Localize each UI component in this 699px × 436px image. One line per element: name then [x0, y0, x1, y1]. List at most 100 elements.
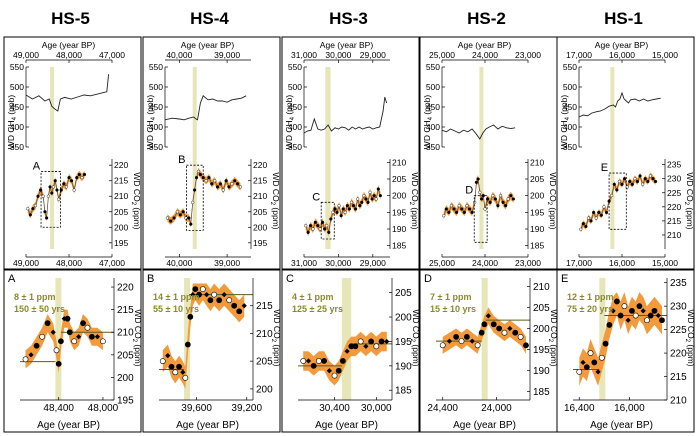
co2-point: [77, 172, 81, 177]
co2-tick-label: 215: [114, 176, 128, 186]
detail-co2-tick-label: 210: [670, 396, 687, 407]
co2-tick-label: 205: [530, 174, 544, 184]
detail-point: [88, 333, 95, 340]
co2-tick-label: 220: [667, 202, 681, 212]
detail-point: [55, 360, 62, 367]
co2-point: [641, 182, 645, 186]
ch4-tick-label: 350: [149, 142, 163, 152]
ch4-tick-label: 400: [426, 122, 440, 132]
co2-point: [501, 200, 505, 204]
detail-point: [576, 368, 583, 375]
detail-point: [632, 312, 639, 319]
co2-point: [358, 204, 362, 208]
co2-point: [341, 207, 345, 211]
ch4-tick-label: 550: [149, 62, 163, 72]
detail-point: [305, 358, 312, 364]
top-axis-tick-label: 39,000: [214, 50, 240, 60]
co2-tick-label: 200: [392, 191, 406, 201]
detail-co2-tick-label: 210: [117, 328, 134, 339]
detail-point: [199, 286, 206, 292]
detail-point: [478, 329, 485, 336]
overview-frame: [3, 36, 142, 270]
co2-point: [169, 219, 173, 223]
co2-point: [335, 210, 339, 214]
detail-point: [446, 338, 453, 344]
co2-point: [467, 207, 472, 211]
detail-co2-tick-label: 230: [670, 302, 687, 313]
ch4-tick-label: 400: [149, 122, 163, 132]
detail-point: [172, 369, 179, 376]
co2-point: [622, 177, 627, 181]
co2-point: [442, 214, 446, 218]
co2-point: [57, 197, 61, 201]
co2-point: [651, 177, 655, 181]
co2-point: [308, 224, 313, 228]
co2-point: [43, 210, 47, 214]
co2-tick-label: 220: [114, 160, 128, 170]
ch4-tick-label: 550: [10, 62, 24, 72]
detail-x-tick-label: 39,600: [181, 403, 212, 414]
ch4-series: [25, 74, 110, 112]
detail-x-tick-label: 48,400: [43, 403, 74, 414]
co2-point: [207, 176, 211, 180]
detail-box: [40, 171, 61, 228]
co2-point: [368, 190, 372, 194]
co2-tick-label: 195: [392, 207, 406, 217]
co2-point: [612, 182, 616, 186]
detail-point: [335, 367, 342, 374]
co2-tick-label: 210: [114, 191, 128, 201]
co2-point: [452, 207, 456, 211]
co2-point: [45, 216, 49, 220]
top-axis-tick-label: 17,000: [566, 50, 592, 60]
co2-point: [620, 182, 624, 186]
ch4-axis-title: WD CH4 (ppb): [6, 95, 18, 150]
co2-point: [67, 176, 71, 180]
detail-point: [357, 338, 364, 345]
top-axis-tick-label: 16,000: [609, 50, 635, 60]
co2-point: [455, 210, 459, 214]
detail-co2-tick-label: 215: [117, 305, 134, 316]
detail-point: [236, 308, 243, 315]
detail-point: [644, 317, 650, 324]
hs-band: [50, 67, 55, 249]
ch4-tick-label: 450: [426, 102, 440, 112]
co2-point: [172, 216, 176, 220]
detail-point: [22, 356, 29, 363]
co2-point: [498, 194, 503, 198]
panel-title: HS-5: [51, 9, 90, 28]
detail-band: [55, 278, 62, 400]
detail-co2-tick-label: 195: [395, 337, 412, 348]
co2-tick-label: 185: [392, 241, 406, 251]
ch4-tick-label: 400: [563, 122, 577, 132]
co2-point: [306, 230, 310, 234]
co2-point: [447, 210, 451, 214]
co2-tick-label: 215: [253, 176, 267, 186]
ch4-series: [164, 95, 247, 121]
co2-point: [496, 204, 500, 208]
top-axis-tick-label: 24,000: [472, 50, 498, 60]
co2-point: [193, 188, 197, 192]
detail-co2-tick-label: 210: [256, 329, 273, 340]
co2-point: [325, 224, 329, 228]
detail-co2-tick-label: 185: [395, 386, 412, 397]
co2-tick-label: 190: [530, 224, 544, 234]
detail-x-axis-title: Age (year BP): [37, 420, 100, 431]
detail-point: [76, 334, 82, 340]
detail-co2-tick-label: 195: [117, 396, 134, 407]
detail-co2-tick-label: 190: [395, 361, 412, 372]
co2-point: [476, 177, 480, 181]
ch4-tick-label: 500: [10, 82, 24, 92]
overview-bottom-tick-label: 16,000: [609, 258, 635, 268]
overview-bottom-tick-label: 48,000: [56, 258, 82, 268]
ch4-series: [441, 124, 516, 140]
top-axis-tick-label: 25,000: [429, 50, 455, 60]
co2-point: [41, 194, 45, 198]
detail-point: [496, 325, 503, 332]
annotation-duration: 75 ± 20 yrs: [567, 304, 613, 314]
co2-point: [196, 169, 201, 174]
ch4-tick-label: 450: [10, 102, 24, 112]
ch4-tick-label: 350: [10, 142, 24, 152]
ch4-tick-label: 450: [563, 102, 577, 112]
overview-letter: C: [312, 191, 320, 203]
